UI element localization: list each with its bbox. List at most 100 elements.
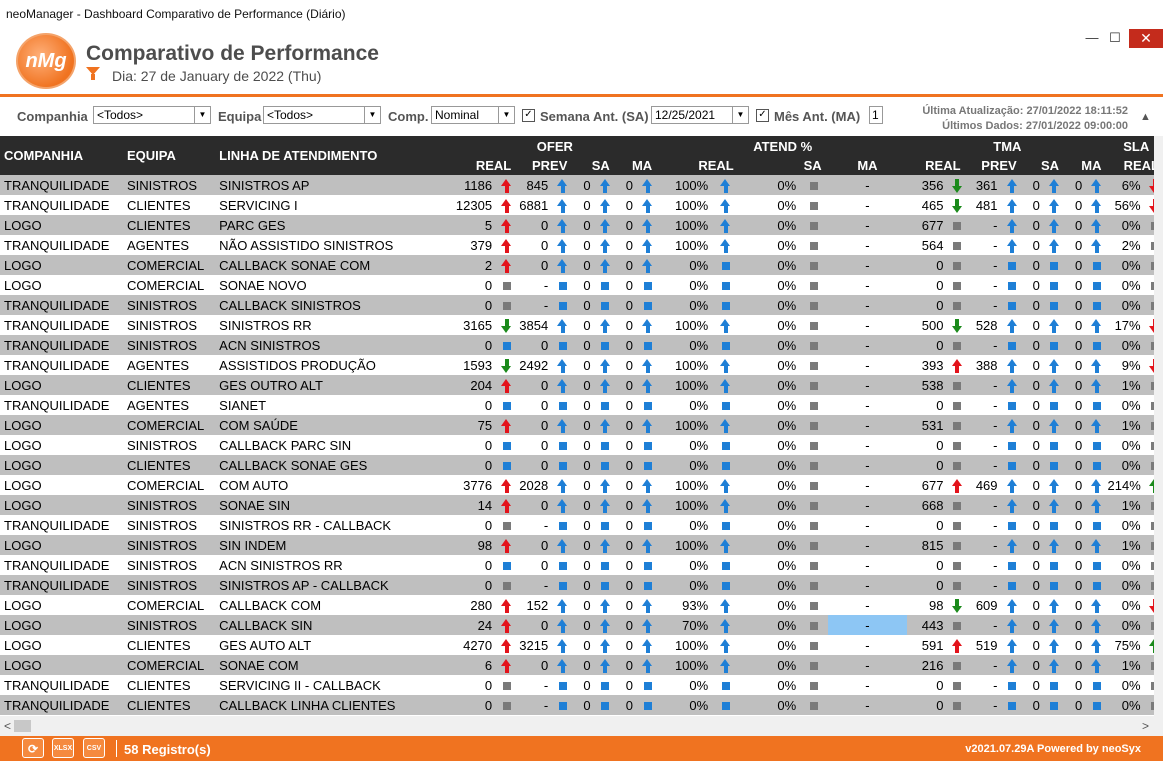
cell-tma-prev: - bbox=[966, 435, 1002, 455]
table-row[interactable]: LOGO COMERCIAL CALLBACK SONAE COM 2 0 0 0 0% 0% -… bbox=[0, 255, 1154, 275]
table-row[interactable]: LOGO COMERCIAL COM SAÚDE 75 0 0 0 100% 0% -531-0 0… bbox=[0, 415, 1154, 435]
chevron-down-icon[interactable]: ▼ bbox=[194, 107, 210, 123]
col-tma-sa[interactable]: SA bbox=[1022, 156, 1066, 175]
minimize-button[interactable]: — bbox=[1085, 30, 1099, 45]
scroll-thumb[interactable] bbox=[14, 720, 31, 732]
table-row[interactable]: TRANQUILIDADE SINISTROS ACN SINISTROS 0 0 0 0 0… bbox=[0, 335, 1154, 355]
cell-ofer-sa: 0 bbox=[573, 235, 595, 255]
cell-tma-ma: 0 bbox=[1065, 355, 1087, 375]
cell-atend-ma[interactable]: - bbox=[827, 615, 908, 635]
green-down-arrow-icon bbox=[496, 355, 518, 375]
table-row[interactable]: LOGO CLIENTES GES OUTRO ALT 204 0 0 0 100% 0% -53… bbox=[0, 375, 1154, 395]
cell-atend-real: 100% bbox=[658, 415, 713, 435]
table-row[interactable]: LOGO SINISTROS CALLBACK PARC SIN 0 0 0 0 0% 0% -0… bbox=[0, 435, 1154, 455]
cell-atend-real: 0% bbox=[658, 695, 713, 715]
table-row[interactable]: LOGO COMERCIAL COM AUTO 3776 2028 0 0 100% 0% -67… bbox=[0, 475, 1154, 495]
gray-square-icon bbox=[800, 535, 828, 555]
blue-up-arrow-icon bbox=[1086, 415, 1108, 435]
blue-up-arrow-icon bbox=[1001, 195, 1023, 215]
col-sla-real[interactable]: REAL bbox=[1107, 156, 1154, 175]
table-row[interactable]: LOGO COMERCIAL CALLBACK COM 280 152 0 0 93% 0% -9… bbox=[0, 595, 1154, 615]
cell-ofer-ma: 0 bbox=[615, 395, 637, 415]
col-atend-sa[interactable]: SA bbox=[739, 156, 828, 175]
chevron-down-icon[interactable]: ▼ bbox=[732, 107, 748, 123]
mes-checkbox[interactable]: ✓ bbox=[756, 109, 769, 122]
table-row[interactable]: TRANQUILIDADE AGENTES NÃO ASSISTIDO SINIST… bbox=[0, 235, 1154, 255]
table-row[interactable]: TRANQUILIDADE AGENTES ASSISTIDOS PRODUÇÃO 1… bbox=[0, 355, 1154, 375]
col-tma-ma[interactable]: MA bbox=[1065, 156, 1108, 175]
gray-square-icon bbox=[1144, 335, 1154, 355]
col-ofer-ma[interactable]: MA bbox=[615, 156, 659, 175]
table-row[interactable]: LOGO CLIENTES CALLBACK SONAE GES 0 0 0 0 0% 0% -0… bbox=[0, 455, 1154, 475]
cell-ofer-prev: 6881 bbox=[517, 195, 553, 215]
blue-up-arrow-icon bbox=[1001, 355, 1023, 375]
scroll-left-icon[interactable]: < bbox=[4, 719, 12, 733]
col-linha[interactable]: LINHA DE ATENDIMENTO bbox=[215, 136, 452, 175]
table-row[interactable]: TRANQUILIDADE SINISTROS SINISTROS AP - CAL… bbox=[0, 575, 1154, 595]
cell-ofer-ma: 0 bbox=[615, 175, 637, 195]
table-row[interactable]: LOGO CLIENTES GES AUTO ALT 4270 3215 0 0 100% 0%… bbox=[0, 635, 1154, 655]
table-row[interactable]: LOGO SINISTROS CALLBACK SIN 24 0 0 0 70% 0% -443-… bbox=[0, 615, 1154, 635]
blue-up-arrow-icon bbox=[552, 235, 574, 255]
companhia-select[interactable]: <Todos> ▼ bbox=[93, 106, 211, 124]
cell-ofer-prev: 845 bbox=[517, 175, 553, 195]
blue-up-arrow-icon bbox=[636, 535, 659, 555]
chevron-down-icon[interactable]: ▼ bbox=[364, 107, 380, 123]
col-ofer-sa[interactable]: SA bbox=[573, 156, 616, 175]
cell-companhia: TRANQUILIDADE bbox=[0, 315, 123, 335]
equipa-select[interactable]: <Todos> ▼ bbox=[263, 106, 381, 124]
table-row[interactable]: TRANQUILIDADE SINISTROS SINISTROS AP 1186 84… bbox=[0, 175, 1154, 195]
blue-square-icon bbox=[636, 295, 659, 315]
cell-tma-ma: 0 bbox=[1065, 595, 1087, 615]
table-row[interactable]: TRANQUILIDADE AGENTES SIANET 0 0 0 0 0% 0% -0-0 0 0… bbox=[0, 395, 1154, 415]
col-equipa[interactable]: EQUIPA bbox=[122, 136, 216, 175]
filter-icon[interactable] bbox=[86, 67, 100, 80]
col-atend-real[interactable]: REAL bbox=[658, 156, 740, 175]
horizontal-scrollbar[interactable]: < > bbox=[0, 716, 1163, 736]
col-tma-real[interactable]: REAL bbox=[907, 156, 967, 175]
table-row[interactable]: TRANQUILIDADE SINISTROS ACN SINISTROS RR 0 0… bbox=[0, 555, 1154, 575]
table-row[interactable]: TRANQUILIDADE SINISTROS SINISTROS RR - CAL… bbox=[0, 515, 1154, 535]
table-row[interactable]: TRANQUILIDADE CLIENTES CALLBACK LINHA CLIE… bbox=[0, 695, 1154, 715]
semana-checkbox[interactable]: ✓ bbox=[522, 109, 535, 122]
close-button[interactable]: ✕ bbox=[1129, 29, 1163, 48]
red-up-arrow-icon bbox=[496, 615, 518, 635]
table-row[interactable]: LOGO COMERCIAL SONAE NOVO 0-0 0 0% 0% -0-0 0 0% bbox=[0, 275, 1154, 295]
col-tma-prev[interactable]: PREV bbox=[966, 156, 1023, 175]
cell-atend-real: 0% bbox=[658, 555, 713, 575]
export-xlsx-button[interactable]: XLSX bbox=[52, 738, 74, 758]
col-companhia[interactable]: COMPANHIA bbox=[0, 136, 123, 175]
cell-tma-ma: 0 bbox=[1065, 255, 1087, 275]
mes-input[interactable]: 1 bbox=[869, 106, 883, 124]
table-row[interactable]: TRANQUILIDADE SINISTROS CALLBACK SINISTROS… bbox=[0, 295, 1154, 315]
vertical-scrollbar[interactable] bbox=[1154, 136, 1163, 716]
comp-select[interactable]: Nominal ▼ bbox=[431, 106, 515, 124]
chevron-down-icon[interactable]: ▼ bbox=[498, 107, 514, 123]
maximize-button[interactable]: ☐ bbox=[1109, 30, 1121, 45]
cell-linha: CALLBACK COM bbox=[215, 595, 452, 615]
cell-atend-real: 100% bbox=[658, 175, 713, 195]
cell-ofer-real: 75 bbox=[451, 415, 497, 435]
scroll-right-icon[interactable]: > bbox=[1141, 719, 1149, 733]
cell-tma-real: 0 bbox=[907, 555, 948, 575]
blue-up-arrow-icon bbox=[1043, 215, 1066, 235]
table-row[interactable]: LOGO SINISTROS SIN INDEM 98 0 0 0 100% 0% -815-0 0… bbox=[0, 535, 1154, 555]
table-row[interactable]: LOGO SINISTROS SONAE SIN 14 0 0 0 100% 0% -668-0 0… bbox=[0, 495, 1154, 515]
refresh-button[interactable]: ⟳ bbox=[22, 738, 44, 758]
cell-sla-real: 9% bbox=[1107, 355, 1145, 375]
collapse-arrow-icon[interactable]: ▲ bbox=[1140, 111, 1151, 123]
cell-atend-real: 0% bbox=[658, 575, 713, 595]
table-row[interactable]: LOGO COMERCIAL SONAE COM 6 0 0 0 100% 0% -216-0 0 1… bbox=[0, 655, 1154, 675]
semana-date-picker[interactable]: 12/25/2021 ▼ bbox=[651, 106, 749, 124]
col-atend-ma[interactable]: MA bbox=[827, 156, 908, 175]
export-csv-button[interactable]: CSV bbox=[83, 738, 105, 758]
cell-atend-ma: - bbox=[827, 255, 908, 275]
col-ofer-real[interactable]: REAL bbox=[451, 156, 518, 175]
red-up-arrow-icon bbox=[496, 375, 518, 395]
table-row[interactable]: TRANQUILIDADE CLIENTES SERVICING I 12305 688… bbox=[0, 195, 1154, 215]
table-row[interactable]: LOGO CLIENTES PARC GES 5 0 0 0 100% 0% -677-0 0 0% bbox=[0, 215, 1154, 235]
col-ofer-prev[interactable]: PREV bbox=[517, 156, 574, 175]
table-row[interactable]: TRANQUILIDADE SINISTROS SINISTROS RR 3165 38… bbox=[0, 315, 1154, 335]
cell-tma-real: 0 bbox=[907, 695, 948, 715]
table-row[interactable]: TRANQUILIDADE CLIENTES SERVICING II - CALL… bbox=[0, 675, 1154, 695]
